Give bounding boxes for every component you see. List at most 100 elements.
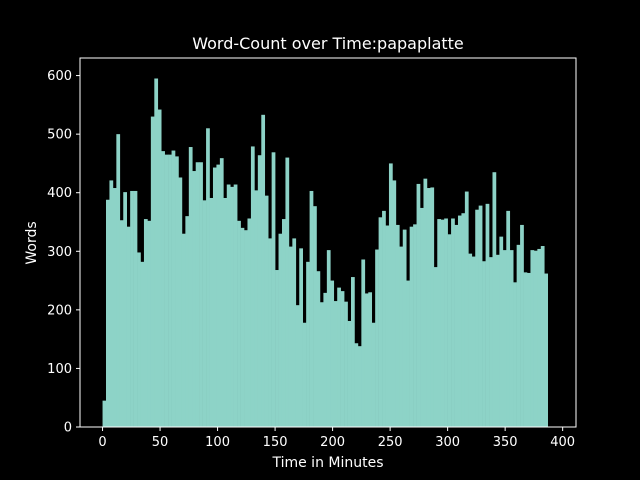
bar <box>509 250 514 427</box>
bar <box>533 250 538 427</box>
bar <box>409 226 414 427</box>
bar <box>378 217 383 427</box>
x-tick-label: 150 <box>263 435 288 450</box>
bar <box>437 219 442 427</box>
bar <box>413 224 417 427</box>
x-tick-label: 0 <box>98 435 106 450</box>
bar <box>171 150 176 428</box>
bar <box>130 190 134 427</box>
bar <box>499 236 504 427</box>
bar <box>433 267 438 427</box>
bar <box>323 292 328 427</box>
bar <box>137 252 141 427</box>
bar <box>392 180 397 427</box>
bar <box>371 322 376 427</box>
bar <box>537 248 542 427</box>
bar <box>313 206 317 427</box>
bar <box>526 272 531 427</box>
x-tick-label: 50 <box>152 435 169 450</box>
y-tick-label: 500 <box>47 128 72 143</box>
bar <box>199 162 203 427</box>
bar <box>471 256 476 427</box>
bar <box>206 128 210 428</box>
x-axis-label: Time in Minutes <box>271 455 383 471</box>
bar <box>440 219 445 427</box>
bar <box>271 152 276 428</box>
bar <box>219 158 224 427</box>
y-axis-ticks: 0 100 200 300 400 500 600 <box>47 69 80 436</box>
bar <box>309 190 314 427</box>
bar <box>150 116 155 428</box>
bar <box>385 225 390 427</box>
bar <box>116 134 121 427</box>
bar <box>540 246 545 427</box>
bar <box>530 250 535 427</box>
bar <box>126 226 131 427</box>
bar <box>175 156 179 427</box>
bar <box>482 261 486 427</box>
y-axis-label: Words <box>24 221 40 264</box>
bar <box>302 322 307 427</box>
bar <box>285 157 290 428</box>
bar <box>495 254 500 427</box>
bar <box>230 186 234 427</box>
bar <box>109 180 114 427</box>
bar <box>347 320 352 427</box>
bar <box>520 224 524 427</box>
bars-group <box>102 78 549 428</box>
bar <box>250 146 255 427</box>
chart-title: Word-Count over Time:papaplatte <box>192 34 464 53</box>
bar <box>295 305 300 427</box>
bar <box>226 184 231 427</box>
bar <box>426 188 431 427</box>
bar <box>209 197 214 427</box>
bar <box>185 216 190 427</box>
bar <box>281 219 286 427</box>
bar <box>420 207 424 427</box>
bar <box>319 302 324 427</box>
bar <box>247 218 252 427</box>
x-tick-label: 250 <box>378 435 403 450</box>
bar <box>364 293 369 427</box>
bar <box>112 188 117 427</box>
bar <box>357 346 362 427</box>
bar <box>382 210 386 427</box>
bar <box>544 273 549 427</box>
bar <box>257 155 262 427</box>
y-tick-label: 600 <box>47 69 72 84</box>
y-tick-label: 200 <box>47 303 72 318</box>
axes-frame <box>79 57 577 428</box>
bar <box>330 280 335 427</box>
bar <box>140 261 145 427</box>
bar <box>105 199 110 427</box>
bar <box>147 220 152 427</box>
bar <box>395 224 400 427</box>
bar <box>344 301 348 427</box>
bar <box>261 114 266 428</box>
bar <box>475 209 479 427</box>
bar <box>164 154 169 427</box>
bar <box>516 244 521 427</box>
bar <box>188 147 193 427</box>
bar <box>133 190 138 427</box>
bar <box>326 250 331 427</box>
bar <box>485 203 490 427</box>
x-tick-label: 200 <box>320 435 345 450</box>
bar <box>351 277 355 427</box>
bar <box>157 109 162 428</box>
bar <box>489 257 493 427</box>
bar <box>492 172 497 427</box>
bar <box>119 220 124 427</box>
bar <box>288 246 293 427</box>
bar <box>154 78 159 427</box>
bar <box>506 210 511 427</box>
bar <box>451 218 455 427</box>
bar <box>244 230 248 427</box>
y-tick-label: 400 <box>47 186 72 201</box>
bar <box>447 234 452 427</box>
bar <box>354 343 359 427</box>
bar <box>416 183 421 427</box>
bar <box>361 259 366 427</box>
bar <box>299 248 303 427</box>
